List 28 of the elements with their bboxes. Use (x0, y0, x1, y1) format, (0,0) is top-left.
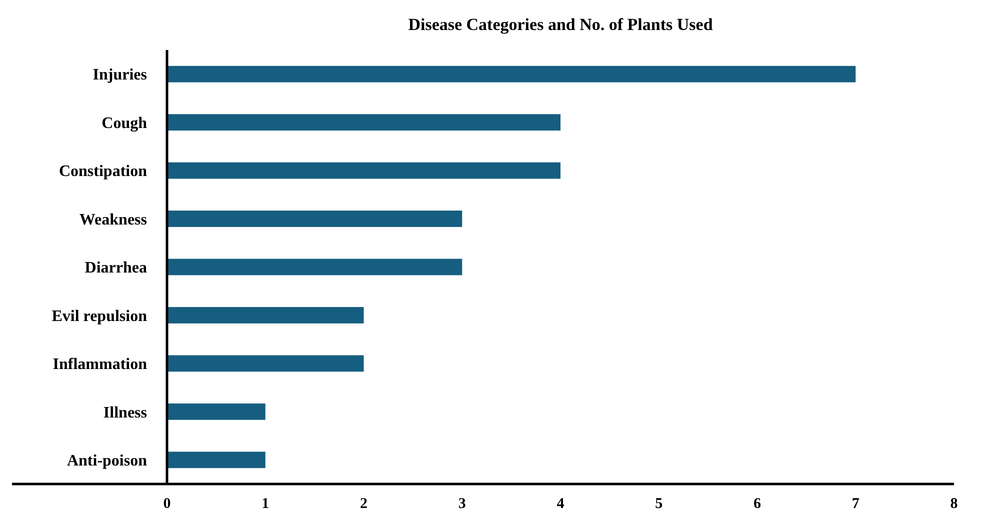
x-tick-label: 8 (950, 496, 958, 512)
y-tick-label: Illness (103, 404, 147, 422)
y-tick-label: Inflammation (52, 356, 148, 374)
x-tick-label: 2 (360, 496, 368, 512)
x-tick-label: 0 (163, 496, 171, 512)
bar (167, 403, 266, 420)
bar (167, 162, 560, 179)
bar (167, 307, 364, 324)
x-tick-label: 7 (852, 496, 860, 512)
x-tick-label: 5 (655, 496, 663, 512)
y-tick-label: Anti-poison (66, 452, 148, 470)
y-tick-label: Diarrhea (84, 260, 147, 277)
x-tick-label: 4 (556, 496, 565, 512)
bar (167, 114, 560, 131)
y-tick-label: Evil repulsion (52, 308, 148, 325)
bar (167, 258, 462, 276)
y-tick-label: Injuries (92, 66, 147, 84)
y-tick-label: Weakness (79, 211, 147, 228)
x-tick-label: 3 (458, 496, 466, 512)
bar (167, 355, 364, 372)
y-tick-label: Cough (102, 114, 148, 132)
bar (167, 210, 462, 227)
chart-title: Disease Categories and No. of Plants Used (408, 15, 714, 34)
bar (167, 66, 856, 82)
bar (167, 452, 266, 468)
x-tick-label: 1 (262, 496, 270, 512)
x-tick-label: 6 (754, 496, 762, 512)
y-tick-label: Constipation (58, 163, 148, 180)
